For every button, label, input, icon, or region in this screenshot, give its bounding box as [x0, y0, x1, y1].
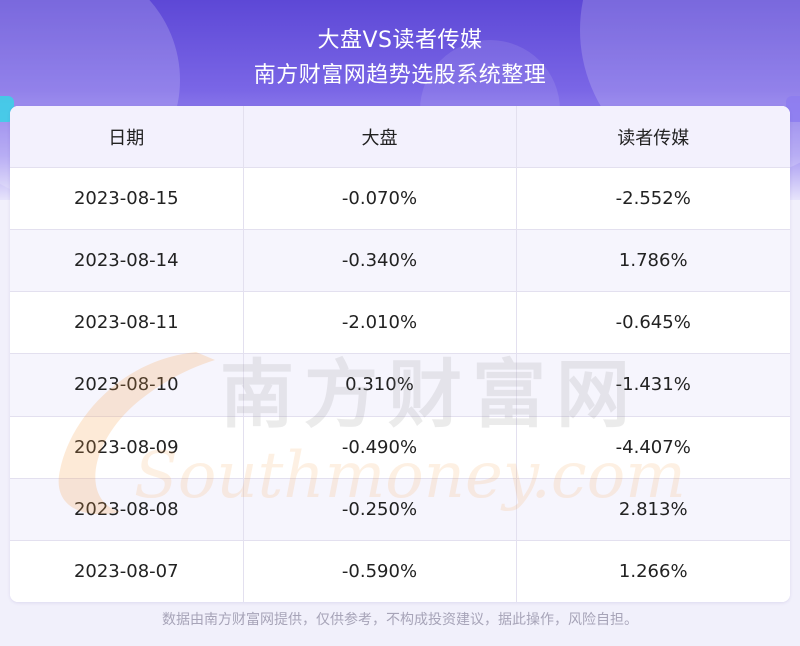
stock-change-cell: 2.813% [516, 478, 790, 541]
table-row: 2023-08-09 -0.490% -4.407% [10, 416, 790, 479]
market-change-cell: -0.340% [243, 229, 517, 293]
date-cell: 2023-08-07 [10, 540, 244, 602]
column-header-date: 日期 [10, 106, 244, 168]
market-change-cell: -0.070% [243, 167, 517, 231]
table-row: 2023-08-14 -0.340% 1.786% [10, 229, 790, 293]
date-cell: 2023-08-11 [10, 291, 244, 355]
table-row: 2023-08-15 -0.070% -2.552% [10, 167, 790, 231]
table-row: 2023-08-10 0.310% -1.431% [10, 353, 790, 417]
table-row: 2023-08-08 -0.250% 2.813% [10, 478, 790, 541]
page-subtitle: 南方财富网趋势选股系统整理 [253, 63, 547, 88]
table-row: 2023-08-11 -2.010% -0.645% [10, 291, 790, 355]
date-cell: 2023-08-08 [10, 478, 244, 541]
table-row: 2023-08-07 -0.590% 1.266% [10, 540, 790, 602]
stock-change-cell: -0.645% [516, 291, 790, 355]
stock-change-cell: -2.552% [516, 167, 790, 231]
stock-change-cell: -1.431% [516, 353, 790, 417]
date-cell: 2023-08-10 [10, 353, 244, 417]
column-header-market: 大盘 [243, 106, 517, 168]
market-change-cell: 0.310% [243, 353, 517, 417]
stock-change-cell: -4.407% [516, 416, 790, 479]
date-cell: 2023-08-09 [10, 416, 244, 479]
table-header-row: 日期 大盘 读者传媒 [10, 106, 790, 168]
comparison-table: 日期 大盘 读者传媒 2023-08-15 -0.070% -2.552% 20… [10, 106, 790, 602]
stock-change-cell: 1.786% [516, 229, 790, 293]
disclaimer-text: 数据由南方财富网提供，仅供参考，不构成投资建议，据此操作，风险自担。 [162, 612, 638, 628]
market-change-cell: -0.250% [243, 478, 517, 541]
date-cell: 2023-08-15 [10, 167, 244, 231]
market-change-cell: -2.010% [243, 291, 517, 355]
date-cell: 2023-08-14 [10, 229, 244, 293]
column-header-stock: 读者传媒 [516, 106, 790, 168]
market-change-cell: -0.490% [243, 416, 517, 479]
page-title: 大盘VS读者传媒 [317, 28, 483, 53]
stock-change-cell: 1.266% [618, 560, 688, 582]
market-change-cell: -0.590% [243, 540, 517, 602]
data-table-card: 日期 大盘 读者传媒 2023-08-15 -0.070% -2.552% 20… [10, 106, 790, 602]
